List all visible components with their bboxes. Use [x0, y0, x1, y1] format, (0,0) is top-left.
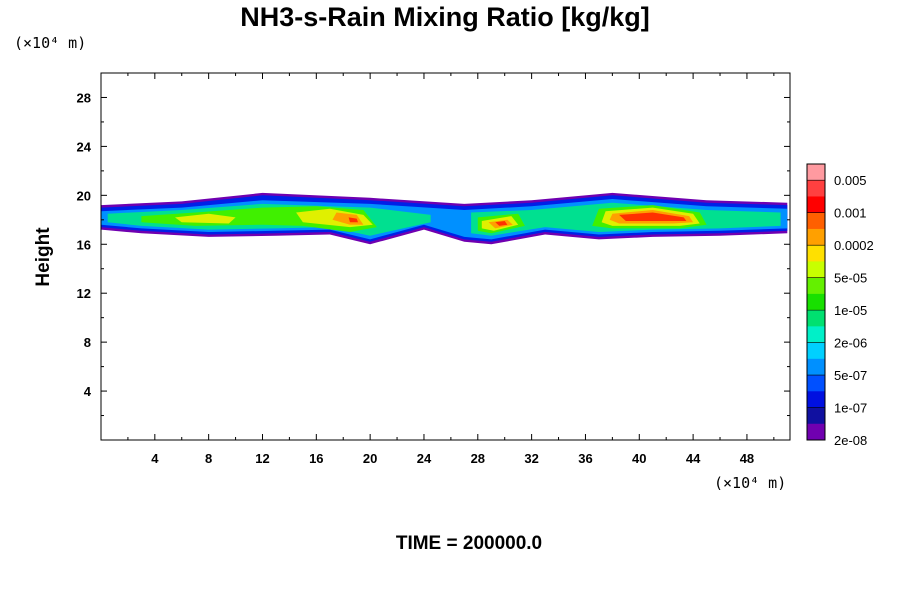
y-tick-label: 28: [77, 90, 91, 105]
colorbar-swatch: [807, 423, 825, 441]
contour-layers: [101, 192, 788, 245]
contour-region-5e-05-0: [175, 213, 236, 224]
colorbar: 0.005 0.001 0.0002 5e-05 1e-05 2e-06 5e-07 1e-0…: [806, 163, 874, 448]
y-tick-label: 16: [77, 237, 91, 252]
colorbar-swatch: [807, 326, 825, 343]
x-tick-label: 32: [524, 451, 538, 466]
y-axis-label: Height: [33, 227, 54, 287]
x-tick-label: 36: [578, 451, 592, 466]
x-tick-label: 48: [740, 451, 754, 466]
colorbar-swatch: [807, 261, 825, 278]
colorbar-label: 2e-08: [834, 433, 867, 448]
colorbar-label: 0.0002: [834, 238, 874, 253]
x-tick-label: 40: [632, 451, 646, 466]
colorbar-label: 0.001: [834, 206, 867, 221]
x-tick-label: 20: [363, 451, 377, 466]
colorbar-swatch: [807, 245, 825, 262]
x-tick-label: 12: [255, 451, 269, 466]
x-tick-label: 44: [686, 451, 701, 466]
x-tick-label: 24: [417, 451, 432, 466]
colorbar-label: 0.005: [834, 173, 867, 188]
y-tick-label: 24: [77, 139, 92, 154]
time-label: TIME = 200000.0: [396, 533, 542, 554]
colorbar-swatch: [807, 164, 825, 181]
colorbar-swatch: [807, 391, 825, 408]
y-axis-ticks: 4 8 12 16 20 24 28: [77, 90, 790, 417]
colorbar-swatch: [807, 358, 825, 376]
x-tick-label: 28: [471, 451, 485, 466]
colorbar-swatch: [807, 342, 825, 360]
colorbar-label: 5e-07: [834, 368, 867, 383]
x-tick-label: 16: [309, 451, 323, 466]
colorbar-swatch: [807, 196, 825, 214]
chart-title: NH3-s-Rain Mixing Ratio [kg/kg]: [240, 2, 650, 32]
y-tick-label: 20: [77, 188, 91, 203]
y-tick-label: 8: [84, 335, 91, 350]
colorbar-label: 5e-05: [834, 271, 867, 286]
colorbar-label: 1e-05: [834, 303, 867, 318]
colorbar-swatch: [807, 310, 825, 327]
x-axis-ticks: 4 8 12 16 20 24 28 32 36 40 44 48: [127, 73, 775, 466]
colorbar-swatch: [807, 228, 825, 246]
colorbar-label: 1e-07: [834, 401, 867, 416]
y-tick-label: 4: [84, 384, 92, 399]
colorbar-swatch: [807, 293, 825, 311]
colorbar-swatch: [807, 277, 825, 295]
y-tick-label: 12: [77, 286, 91, 301]
colorbar-label: 2e-06: [834, 336, 867, 351]
colorbar-swatch: [807, 375, 825, 392]
y-axis-unit: (×10⁴ m): [14, 34, 86, 52]
x-axis-unit: (×10⁴ m): [714, 474, 786, 492]
x-tick-label: 8: [205, 451, 212, 466]
contour-region-0.001-1: [495, 221, 508, 226]
contour-region-0.001-2: [348, 217, 358, 223]
colorbar-swatch: [807, 212, 825, 230]
contour-region-0.001-0: [619, 212, 687, 221]
colorbar-swatch: [807, 180, 825, 197]
colorbar-swatch: [807, 407, 825, 425]
plot-frame: [100, 72, 791, 441]
plot-area: [101, 73, 790, 440]
x-tick-label: 4: [151, 451, 159, 466]
